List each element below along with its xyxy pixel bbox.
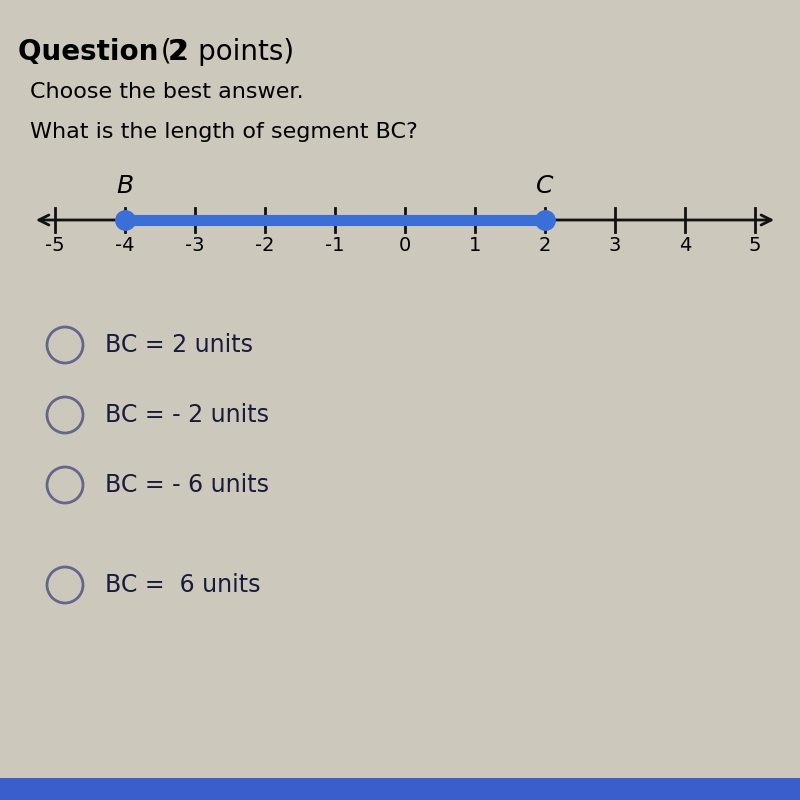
Text: -5: -5 — [45, 236, 65, 255]
Text: -1: -1 — [326, 236, 345, 255]
Text: C: C — [536, 174, 554, 198]
Text: (2 points): (2 points) — [152, 38, 294, 66]
Bar — [0, 778, 800, 800]
Text: B: B — [117, 174, 134, 198]
Text: BC = - 2 units: BC = - 2 units — [105, 403, 269, 427]
Text: -3: -3 — [186, 236, 205, 255]
Text: 2: 2 — [539, 236, 551, 255]
Text: 1: 1 — [469, 236, 481, 255]
Text: BC =  6 units: BC = 6 units — [105, 573, 261, 597]
Text: Choose the best answer.: Choose the best answer. — [30, 82, 304, 102]
Text: 3: 3 — [609, 236, 621, 255]
Text: 0: 0 — [399, 236, 411, 255]
Text: BC = - 6 units: BC = - 6 units — [105, 473, 269, 497]
Text: -2: -2 — [255, 236, 274, 255]
Text: What is the length of segment BC?: What is the length of segment BC? — [30, 122, 418, 142]
Text: BC = 2 units: BC = 2 units — [105, 333, 253, 357]
Text: Question 2: Question 2 — [18, 38, 187, 66]
Text: 5: 5 — [749, 236, 762, 255]
Text: -4: -4 — [115, 236, 134, 255]
Text: 4: 4 — [679, 236, 691, 255]
